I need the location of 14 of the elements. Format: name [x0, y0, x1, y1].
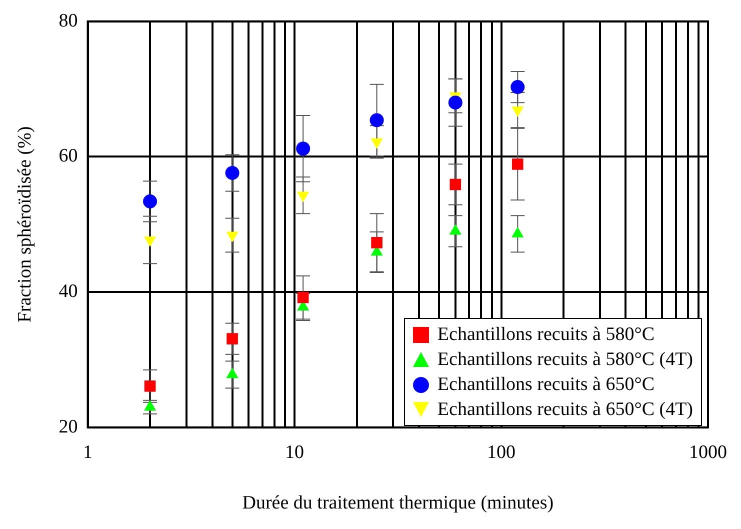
x-tick-label: 1: [83, 442, 93, 463]
x-tick-label: 1000: [689, 442, 727, 463]
y-tick-label: 20: [58, 416, 78, 438]
y-tick-label: 40: [58, 281, 78, 302]
legend-label: Echantillons recuits à 580°C: [437, 323, 654, 348]
y-axis-title: Fraction sphéroïdisée (%): [14, 126, 36, 323]
legend-label: Echantillons recuits à 580°C (4T): [437, 348, 693, 372]
y-tick-label: 80: [58, 10, 78, 32]
y-tick-label: 60: [58, 146, 78, 167]
legend-label: Echantillons recuits à 650°C: [437, 373, 654, 398]
x-tick-label: 10: [285, 442, 304, 463]
x-tick-label: 100: [487, 442, 516, 463]
x-axis-title: Durée du traitement thermique (minutes): [242, 492, 554, 514]
legend-label: Echantillons recuits à 650°C (4T): [437, 398, 693, 422]
